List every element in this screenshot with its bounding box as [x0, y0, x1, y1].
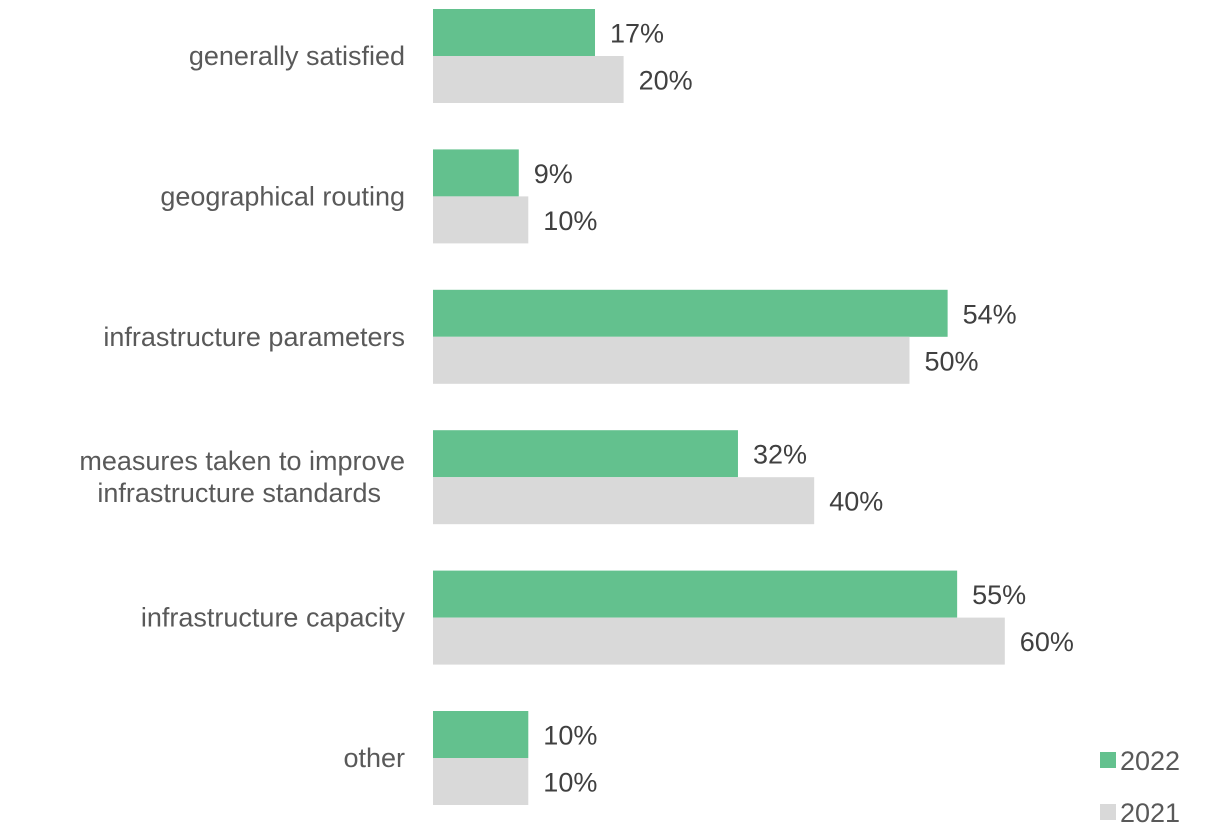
- category-label-generally-satisfied: generally satisfied: [189, 41, 405, 71]
- category-label-geographical-routing: geographical routing: [160, 181, 405, 211]
- value-label-2022-measures-taken-to-improve-infrastructure-standards: 32%: [753, 440, 807, 470]
- category-label-infrastructure-parameters: infrastructure parameters: [103, 322, 405, 352]
- legend-item-2021: 2021: [1100, 798, 1180, 828]
- legend-swatch-2022: [1100, 752, 1116, 768]
- category-label-other: other: [343, 743, 405, 773]
- bar-2022-generally-satisfied: [433, 9, 596, 56]
- value-label-2022-infrastructure-capacity: 55%: [972, 580, 1026, 610]
- value-label-2021-measures-taken-to-improve-infrastructure-standards: 40%: [829, 487, 883, 517]
- bars: [433, 9, 1005, 805]
- category-label-line: infrastructure parameters: [103, 322, 405, 352]
- bar-2022-measures-taken-to-improve-infrastructure-standards: [433, 430, 738, 478]
- value-label-2021-infrastructure-capacity: 60%: [1020, 627, 1074, 657]
- category-label-line: other: [343, 743, 405, 773]
- bar-2021-infrastructure-capacity: [433, 617, 1005, 665]
- legend-label-2022: 2022: [1120, 746, 1180, 776]
- bar-2021-other: [433, 758, 529, 805]
- value-labels: 17% 20% 9% 10% 54% 50% 32% 40% 55% 60% 10% 10%: [534, 19, 1074, 798]
- bar-2022-other: [433, 711, 529, 758]
- value-label-2022-generally-satisfied: 17%: [610, 19, 664, 49]
- value-label-2022-infrastructure-parameters: 54%: [963, 299, 1017, 329]
- bar-2022-geographical-routing: [433, 149, 519, 197]
- value-label-2022-geographical-routing: 9%: [534, 159, 573, 189]
- category-label-line: measures taken to improve: [79, 446, 405, 476]
- category-label-measures-taken-to-improve-infrastructure-standards: measures taken to improve infrastructure …: [79, 446, 405, 508]
- value-label-2021-geographical-routing: 10%: [543, 206, 597, 236]
- legend-label-2021: 2021: [1120, 798, 1180, 828]
- legend-swatch-2021: [1100, 804, 1116, 820]
- value-label-2021-other: 10%: [543, 768, 597, 798]
- value-label-2021-generally-satisfied: 20%: [639, 66, 693, 96]
- category-label-line: generally satisfied: [189, 41, 405, 71]
- bar-2021-measures-taken-to-improve-infrastructure-standards: [433, 477, 815, 525]
- bar-2021-infrastructure-parameters: [433, 336, 910, 384]
- bar-2022-infrastructure-parameters: [433, 289, 948, 337]
- bar-2021-generally-satisfied: [433, 56, 624, 103]
- legend: 2022 2021: [1100, 746, 1180, 828]
- legend-item-2022: 2022: [1100, 746, 1180, 776]
- category-label-line: infrastructure capacity: [141, 603, 406, 633]
- bar-2021-geographical-routing: [433, 196, 529, 244]
- category-label-line: infrastructure standards: [97, 478, 381, 508]
- category-labels: generally satisfied geographical routing i…: [79, 41, 405, 773]
- value-label-2021-infrastructure-parameters: 50%: [925, 346, 979, 376]
- value-label-2022-other: 10%: [543, 721, 597, 751]
- category-label-line: geographical routing: [160, 181, 405, 211]
- category-label-infrastructure-capacity: infrastructure capacity: [141, 603, 406, 633]
- bar-2022-infrastructure-capacity: [433, 570, 958, 618]
